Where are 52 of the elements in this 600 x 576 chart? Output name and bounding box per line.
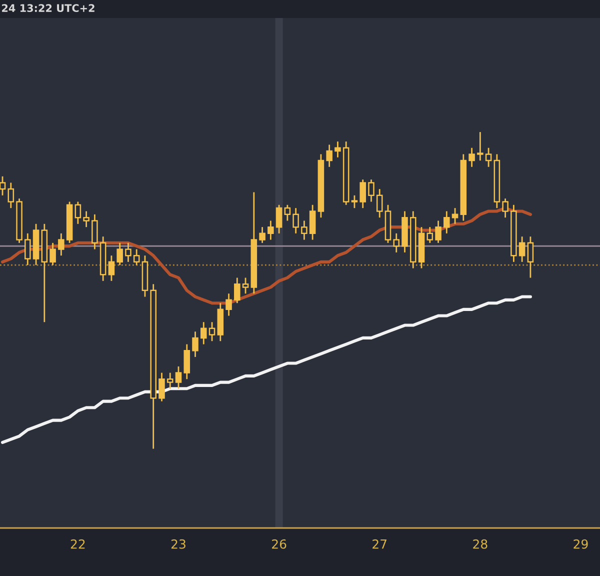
candlestick — [485, 147, 492, 168]
candlestick — [468, 147, 475, 168]
candlestick — [50, 242, 56, 266]
candlestick — [301, 220, 308, 240]
candlestick — [527, 236, 534, 278]
candlestick — [83, 210, 90, 228]
candlestick — [192, 330, 198, 358]
candlestick — [24, 232, 31, 266]
candlestick — [393, 232, 400, 254]
candlestick — [108, 254, 115, 282]
candlestick — [444, 210, 450, 234]
candlestick — [518, 236, 526, 263]
candlestick — [334, 140, 341, 158]
candlestick — [368, 178, 374, 202]
candlestick — [268, 220, 274, 240]
candlestick — [58, 232, 64, 256]
candlestick — [351, 194, 358, 209]
x-tick-label: 22 — [70, 539, 85, 549]
candlestick — [259, 226, 266, 244]
candlestick — [175, 366, 182, 390]
candlestick — [184, 344, 190, 380]
x-tick-label: 27 — [372, 539, 386, 549]
candlestick — [426, 226, 434, 244]
candlestick — [226, 292, 232, 316]
candlestick — [326, 144, 332, 168]
candlestick — [116, 242, 123, 266]
candlestick — [242, 277, 249, 294]
candlestick — [276, 204, 282, 234]
candlestick — [477, 131, 484, 162]
candlestick — [133, 248, 140, 266]
x-tick-label: 29 — [574, 539, 588, 549]
text: 24 13:22 UTC+2 — [2, 4, 94, 12]
candlestick — [435, 220, 442, 244]
candlestick — [74, 201, 82, 225]
x-tick-label: 28 — [473, 539, 488, 549]
candlestick — [8, 182, 14, 209]
candlestick — [92, 214, 98, 250]
x-tick-label: 26 — [272, 539, 286, 549]
x-tick-label: 23 — [171, 539, 186, 549]
candlestick — [166, 372, 174, 390]
candlestick — [376, 188, 383, 218]
candlestick — [208, 321, 216, 342]
candlestick — [360, 178, 366, 209]
candlestick — [292, 207, 299, 234]
candlestick — [452, 207, 458, 225]
candlestick — [502, 198, 508, 218]
candlestick — [284, 204, 291, 222]
candlestick — [234, 277, 240, 304]
candlestick — [125, 242, 132, 263]
candlestick — [309, 204, 316, 240]
candlestick — [200, 321, 207, 345]
candlestick — [158, 372, 165, 402]
